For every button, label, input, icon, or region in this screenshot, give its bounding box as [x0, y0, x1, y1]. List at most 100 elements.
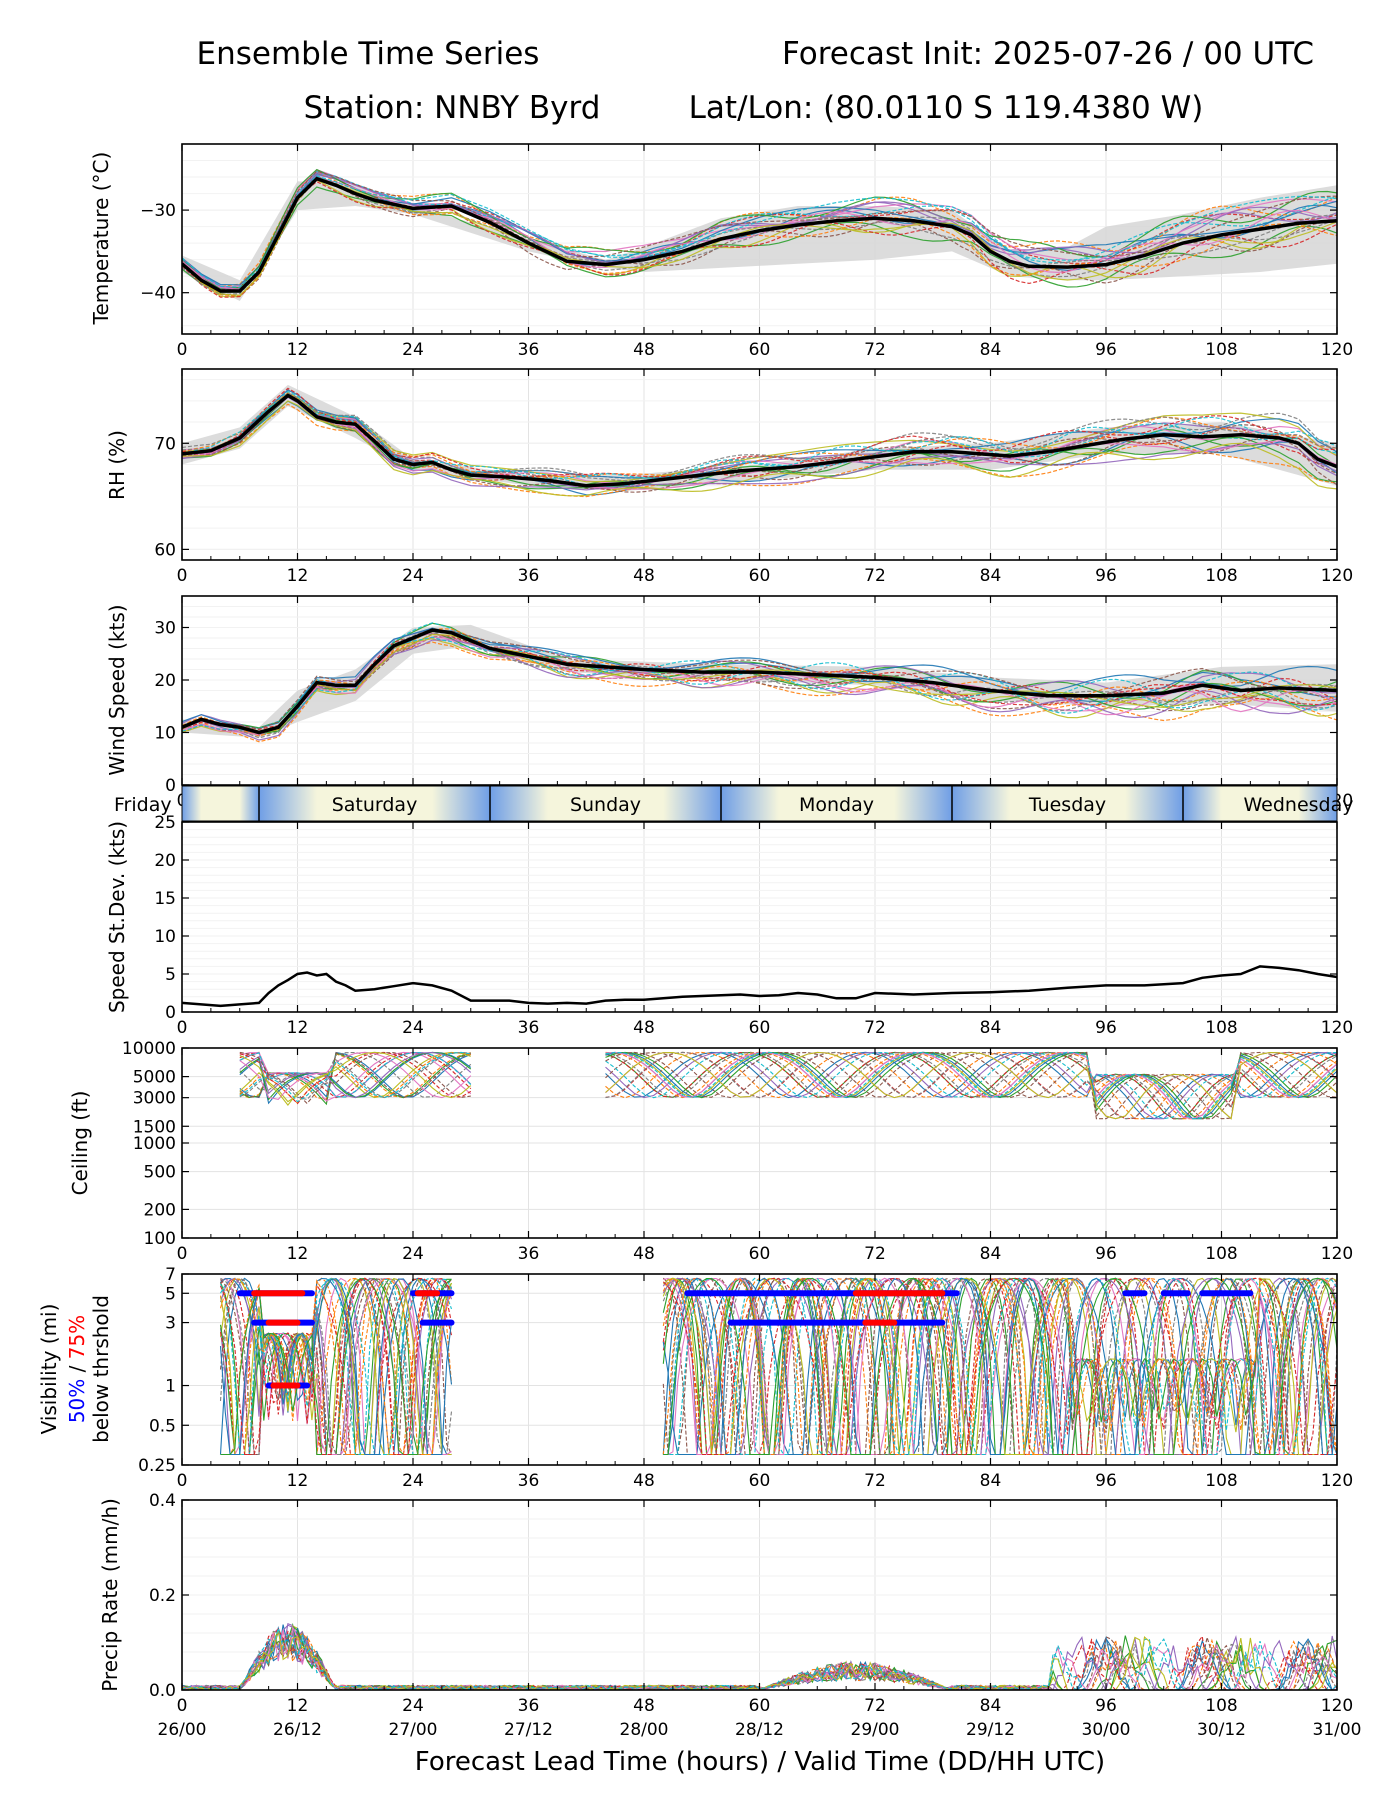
x-tick-label: 96 [1095, 340, 1117, 360]
legend-sep: / [65, 1359, 89, 1378]
x-tick-label: 72 [864, 566, 886, 586]
ensemble-mean-line-wind [182, 628, 1337, 735]
x-tick-label: 48 [633, 1696, 655, 1716]
x-tick-label: 72 [864, 340, 886, 360]
day-label: Monday [799, 794, 874, 816]
member-trace [663, 1277, 1337, 1456]
grid-speed_stdev [181, 821, 1338, 1013]
member-trace [239, 1051, 472, 1099]
member-trace [605, 1051, 1337, 1120]
member-trace [239, 1052, 471, 1100]
y-tick-label: 10000 [122, 1039, 176, 1059]
station-name: Station: NNBY Byrd [304, 90, 601, 126]
member-trace [605, 1051, 1337, 1120]
day-band-fill [1260, 786, 1337, 821]
valid-time-label: 31/00 [1313, 1720, 1362, 1740]
x-tick-label: 48 [633, 1244, 655, 1264]
member-trace [182, 636, 1337, 736]
x-tick-label: 96 [1095, 1471, 1117, 1491]
member-trace [182, 177, 1337, 290]
plot-area-visibility [219, 1277, 1337, 1456]
day-label: Tuesday [1028, 794, 1106, 816]
member-trace [239, 1051, 471, 1103]
valid-time-label: 26/12 [273, 1720, 322, 1740]
y-tick-label: 5000 [133, 1068, 176, 1088]
member-trace [239, 1051, 471, 1103]
member-trace [220, 1277, 452, 1456]
member-trace [182, 394, 1337, 493]
valid-time-labels: 26/00 26/12 27/00 27/12 28/00 28/12 29/00 29/12… [158, 1720, 1362, 1740]
x-tick-label: 84 [980, 1244, 1002, 1264]
day-band-fill [182, 786, 221, 821]
x-tick-label: 48 [633, 340, 655, 360]
y-tick-label: 25 [154, 813, 176, 833]
y-axis-label: Speed St.Dev. (kts) [105, 821, 129, 1013]
x-tick-label: 60 [749, 1018, 771, 1038]
member-trace [182, 186, 1337, 294]
x-tick-label: 120 [1321, 1244, 1353, 1264]
valid-time-label: 26/00 [158, 1720, 207, 1740]
y-tick-label: 100 [144, 1229, 176, 1249]
x-tick-label: 36 [518, 1018, 540, 1038]
member-trace [220, 1277, 452, 1456]
x-tick-label: 0 [177, 1696, 188, 1716]
x-tick-label: 24 [402, 340, 424, 360]
panel-temperature: 0 12 24 36 48 60 72 84 96 108 120 −40 −30 Temperature… [89, 143, 1353, 360]
panel-precip: 0 12 24 36 48 60 72 84 96 108 120 0.0 0.2 0.4 Precip R… [98, 1491, 1353, 1716]
x-tick-label: 12 [287, 1696, 309, 1716]
x-tick-label: 60 [749, 1696, 771, 1716]
member-trace [239, 1051, 472, 1098]
day-band-frame [181, 785, 1338, 822]
day-band-fill [220, 786, 259, 821]
plot-area-temperature [182, 168, 1337, 301]
x-tick-label: 36 [518, 1244, 540, 1264]
y-tick-label: 0.4 [149, 1491, 176, 1511]
x-tick-label: 48 [633, 566, 655, 586]
member-trace [239, 1051, 471, 1101]
member-trace [239, 1051, 472, 1106]
plot-area-wind [182, 622, 1337, 743]
y-tick-label: 20 [154, 851, 176, 871]
x-tick-label: 0 [177, 1244, 188, 1264]
y-tick-label: 60 [154, 540, 176, 560]
x-tick-label: 48 [633, 1471, 655, 1491]
member-trace [182, 170, 1337, 291]
x-tick-label: 96 [1095, 566, 1117, 586]
x-tick-label: 108 [1205, 1471, 1237, 1491]
y-tick-label: −30 [140, 201, 176, 221]
y-tick-label: 0.2 [149, 1586, 176, 1606]
y-tick-label: 1500 [133, 1117, 176, 1137]
x-tick-label: 96 [1095, 1244, 1117, 1264]
day-label: Wednesday [1243, 794, 1353, 816]
member-trace [662, 1277, 1337, 1456]
x-tick-label: 60 [749, 1244, 771, 1264]
y-tick-label: 30 [154, 619, 176, 639]
day-band-fill [836, 786, 952, 821]
x-tick-label: 24 [402, 1018, 424, 1038]
day-band-fill [721, 786, 837, 821]
member-trace [182, 392, 1337, 479]
y-axis-label: Wind Speed (kts) [105, 604, 129, 775]
x-tick-label: 0 [177, 1471, 188, 1491]
y-tick-label: 0 [165, 776, 176, 796]
x-tick-label: 0 [177, 340, 188, 360]
x-tick-label: 96 [1095, 1018, 1117, 1038]
member-trace [605, 1051, 1337, 1120]
x-tick-label: 24 [402, 1471, 424, 1491]
y-tick-label: 500 [144, 1163, 176, 1183]
member-trace [605, 1051, 1337, 1120]
y-tick-label: 70 [154, 434, 176, 454]
member-trace [605, 1051, 1337, 1120]
member-trace [662, 1277, 1337, 1456]
threshold-legend: 50% / 75% [65, 1315, 89, 1423]
day-label: Saturday [332, 794, 418, 816]
member-trace [219, 1277, 453, 1456]
panel-wind: 012243648607284961081200102030Wind Speed… [105, 595, 1353, 811]
day-band-fill [1183, 786, 1260, 821]
legend-75pct: 75% [65, 1315, 89, 1359]
member-trace [239, 1051, 472, 1098]
x-tick-label: 84 [980, 1696, 1002, 1716]
day-label: Sunday [570, 794, 641, 816]
x-tick-label: 108 [1205, 340, 1237, 360]
